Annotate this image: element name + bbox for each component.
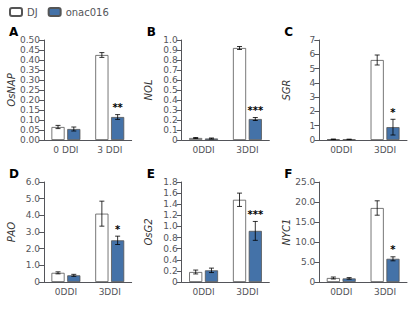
svg-text:0DDI: 0DDI	[330, 287, 352, 297]
svg-text:0DDI: 0DDI	[55, 287, 77, 297]
svg-text:0.2: 0.2	[163, 266, 177, 276]
svg-text:1.4: 1.4	[163, 199, 178, 209]
svg-text:5: 5	[310, 64, 316, 74]
svg-text:0DDI: 0DDI	[192, 145, 214, 155]
svg-text:10.0: 10.0	[295, 237, 315, 247]
svg-text:25.0: 25.0	[295, 177, 315, 187]
svg-text:0.2: 0.2	[163, 115, 177, 125]
svg-text:3: 3	[310, 92, 316, 102]
svg-text:0 DDI: 0 DDI	[53, 145, 78, 155]
svg-text:3.0: 3.0	[26, 227, 41, 237]
svg-text:B: B	[147, 25, 156, 39]
svg-text:0: 0	[172, 135, 178, 145]
svg-text:DJ: DJ	[27, 7, 38, 18]
svg-text:***: ***	[247, 209, 263, 220]
svg-text:0.8: 0.8	[163, 55, 178, 65]
svg-text:OsG2: OsG2	[143, 218, 154, 245]
svg-text:3DDI: 3DDI	[374, 287, 396, 297]
svg-text:1.0: 1.0	[163, 221, 178, 231]
svg-text:15.0: 15.0	[295, 217, 315, 227]
svg-text:0DDI: 0DDI	[330, 145, 352, 155]
svg-text:E: E	[147, 167, 155, 181]
svg-text:0.4: 0.4	[163, 95, 178, 105]
svg-text:5.0: 5.0	[301, 257, 316, 267]
svg-text:1.0: 1.0	[26, 260, 41, 270]
svg-text:6.0: 6.0	[26, 177, 41, 187]
svg-text:4: 4	[310, 78, 316, 88]
svg-text:4.0: 4.0	[26, 210, 41, 220]
svg-text:1: 1	[310, 121, 316, 131]
svg-text:3DDI: 3DDI	[236, 145, 258, 155]
svg-text:C: C	[284, 25, 293, 39]
svg-text:D: D	[9, 167, 19, 181]
svg-text:0: 0	[34, 277, 40, 287]
svg-text:onac016: onac016	[66, 7, 109, 18]
svg-text:20.0: 20.0	[295, 197, 315, 207]
svg-text:0.40: 0.40	[20, 55, 40, 65]
svg-text:3DDI: 3DDI	[374, 145, 396, 155]
svg-text:0: 0	[310, 135, 316, 145]
svg-text:3DDI: 3DDI	[236, 287, 258, 297]
svg-text:1.6: 1.6	[163, 188, 178, 198]
svg-text:0.4: 0.4	[163, 255, 178, 265]
svg-text:7: 7	[310, 35, 316, 45]
svg-text:2.0: 2.0	[26, 244, 41, 254]
svg-text:1.2: 1.2	[163, 210, 177, 220]
svg-text:0: 0	[172, 277, 178, 287]
svg-text:3 DDI: 3 DDI	[97, 145, 122, 155]
svg-text:PAO: PAO	[6, 222, 17, 242]
svg-text:0.6: 0.6	[163, 244, 178, 254]
svg-text:0.1: 0.1	[163, 125, 177, 135]
svg-text:0.9: 0.9	[163, 45, 178, 55]
svg-text:0.5: 0.5	[163, 85, 177, 95]
svg-text:0.10: 0.10	[20, 115, 40, 125]
svg-text:0.25: 0.25	[20, 85, 40, 95]
svg-text:6: 6	[310, 49, 316, 59]
svg-text:NOL: NOL	[143, 80, 154, 101]
svg-text:3DDI: 3DDI	[99, 287, 121, 297]
svg-text:0DDI: 0DDI	[192, 287, 214, 297]
svg-text:0: 0	[310, 277, 316, 287]
svg-text:*: *	[390, 107, 396, 118]
svg-text:SGR: SGR	[281, 79, 292, 100]
svg-text:*: *	[390, 244, 396, 255]
svg-text:OsNAP: OsNAP	[6, 72, 17, 106]
svg-text:NYC1: NYC1	[281, 219, 292, 246]
svg-text:1.0: 1.0	[163, 35, 178, 45]
svg-text:0.30: 0.30	[20, 75, 40, 85]
svg-text:0.00: 0.00	[20, 135, 40, 145]
svg-text:F: F	[284, 167, 292, 181]
svg-text:***: ***	[247, 105, 263, 116]
svg-text:0.35: 0.35	[20, 65, 40, 75]
svg-text:0.15: 0.15	[20, 105, 40, 115]
svg-text:0.05: 0.05	[20, 125, 40, 135]
svg-text:0.6: 0.6	[163, 75, 178, 85]
svg-text:0.50: 0.50	[20, 35, 40, 45]
svg-text:*: *	[115, 224, 121, 235]
svg-text:0.8: 0.8	[163, 233, 178, 243]
svg-text:2: 2	[310, 106, 316, 116]
svg-text:0.20: 0.20	[20, 95, 40, 105]
svg-text:0.45: 0.45	[20, 45, 40, 55]
svg-text:5.0: 5.0	[26, 194, 41, 204]
svg-text:**: **	[112, 102, 123, 113]
svg-text:0.3: 0.3	[163, 105, 177, 115]
svg-text:0.7: 0.7	[163, 65, 177, 75]
svg-text:A: A	[9, 25, 19, 39]
svg-text:1.8: 1.8	[163, 177, 178, 187]
